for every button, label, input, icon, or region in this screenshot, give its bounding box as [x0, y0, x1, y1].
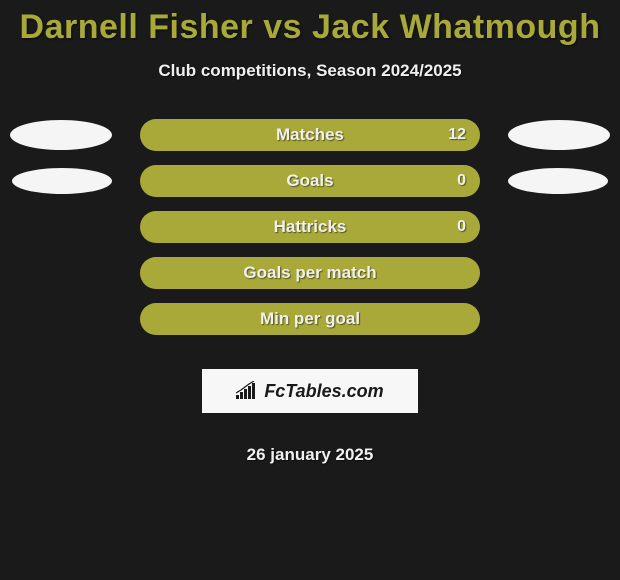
stat-row-hattricks: Hattricks 0 [0, 211, 620, 243]
bar-hattricks: Hattricks 0 [140, 211, 480, 243]
stat-row-min-per-goal: Min per goal [0, 303, 620, 335]
bar-fill: Goals per match [140, 257, 480, 289]
bar-label: Goals [286, 171, 333, 191]
stat-row-goals-per-match: Goals per match [0, 257, 620, 289]
logo-text: FcTables.com [264, 381, 383, 402]
bar-fill: Matches 12 [140, 119, 480, 151]
bar-goals: Goals 0 [140, 165, 480, 197]
subtitle-text: Club competitions, Season 2024/2025 [158, 61, 461, 80]
title-text: Darnell Fisher vs Jack Whatmough [20, 8, 601, 46]
chart-bars-icon [236, 381, 258, 401]
bar-label: Matches [276, 125, 344, 145]
right-marker-icon [508, 168, 608, 194]
subtitle: Club competitions, Season 2024/2025 [158, 61, 461, 81]
bar-value: 0 [457, 218, 466, 236]
date-text: 26 january 2025 [247, 445, 374, 464]
bar-fill: Goals 0 [140, 165, 480, 197]
stat-row-goals: Goals 0 [0, 165, 620, 197]
right-marker-icon [508, 120, 610, 150]
bar-matches: Matches 12 [140, 119, 480, 151]
comparison-chart: Matches 12 Goals 0 Hattricks 0 [0, 119, 620, 465]
page-title: Darnell Fisher vs Jack Whatmough [20, 8, 601, 47]
stat-row-matches: Matches 12 [0, 119, 620, 151]
source-logo: FcTables.com [202, 369, 418, 413]
bar-goals-per-match: Goals per match [140, 257, 480, 289]
left-marker-icon [10, 120, 112, 150]
bar-label: Min per goal [260, 309, 360, 329]
bar-value: 12 [448, 126, 466, 144]
bar-fill: Min per goal [140, 303, 480, 335]
date-caption: 26 january 2025 [247, 445, 374, 465]
bar-fill: Hattricks 0 [140, 211, 480, 243]
bar-label: Hattricks [274, 217, 347, 237]
bar-value: 0 [457, 172, 466, 190]
bar-min-per-goal: Min per goal [140, 303, 480, 335]
left-marker-icon [12, 168, 112, 194]
bar-label: Goals per match [243, 263, 376, 283]
